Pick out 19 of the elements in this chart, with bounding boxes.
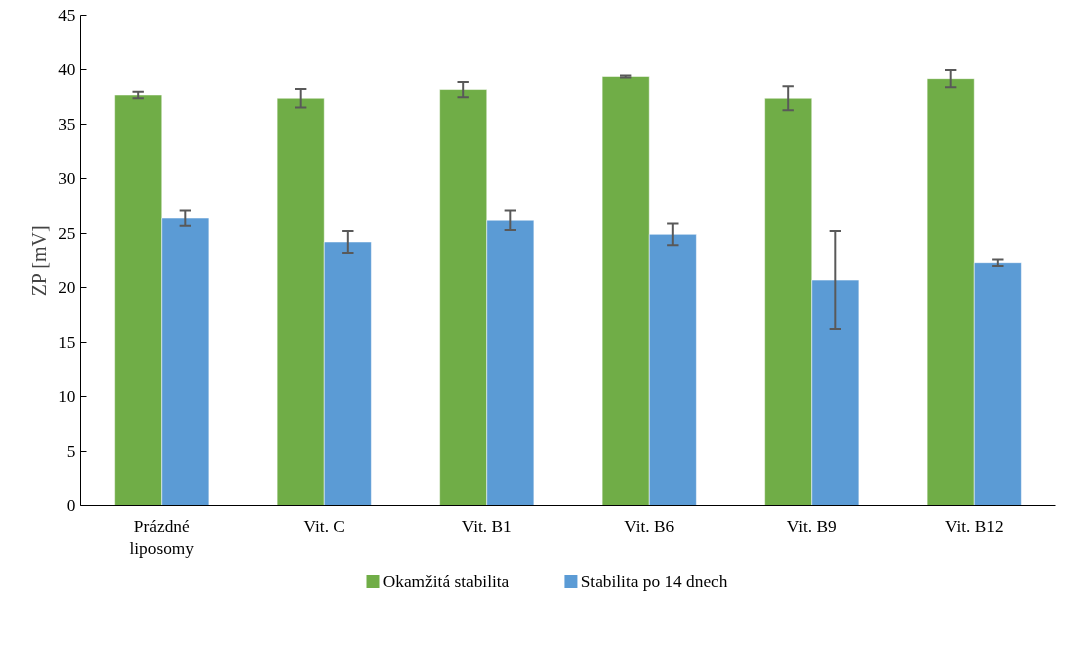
y-tick-label: 45 — [58, 6, 76, 25]
y-tick-label: 10 — [58, 387, 76, 407]
y-axis-title: ZP [mV] — [28, 225, 51, 297]
y-tick-label: 40 — [58, 60, 76, 80]
legend-label: Okamžitá stabilita — [382, 572, 510, 591]
x-tick-label: Prázdné liposomy — [129, 516, 195, 559]
y-tick-label: 35 — [58, 114, 76, 134]
y-tick-label: 25 — [58, 223, 76, 243]
y-tick-label: 15 — [58, 332, 76, 352]
x-tick-label: Vit. B6 — [624, 516, 675, 536]
x-tick-label: Vit. B12 — [944, 516, 1004, 536]
x-tick-label: Vit. B9 — [786, 516, 837, 536]
legend-label: Stabilita po 14 dnech — [580, 572, 728, 591]
y-tick-label: 20 — [58, 278, 76, 298]
y-tick-label: 5 — [66, 441, 76, 461]
x-tick-label: Vit. C — [303, 516, 345, 536]
x-tick-label: Vit. B1 — [461, 516, 512, 536]
y-tick-label: 30 — [58, 169, 76, 189]
y-tick-label: 0 — [66, 496, 76, 515]
